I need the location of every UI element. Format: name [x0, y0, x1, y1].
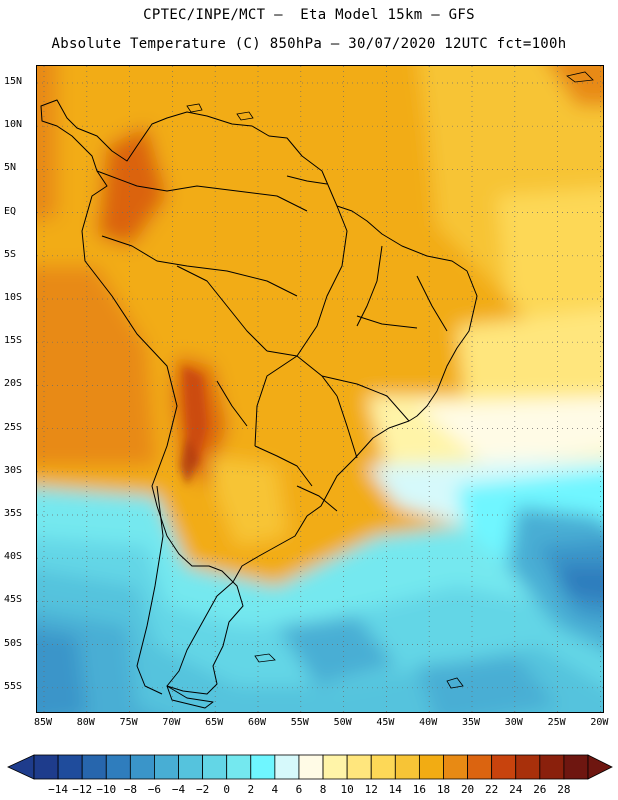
lat-tick-label: 5S — [4, 248, 17, 260]
lat-tick-label: 50S — [4, 637, 23, 649]
colorbar-tick-label: 14 — [388, 783, 402, 796]
colorbar-tick-label: −8 — [123, 783, 137, 796]
lat-tick-label: 55S — [4, 680, 23, 692]
colorbar-swatch — [491, 754, 517, 780]
colorbar-swatch — [322, 754, 348, 780]
colorbar-tick-label: −12 — [72, 783, 93, 796]
lat-tick-label: 10N — [4, 119, 23, 131]
colorbar-swatch — [154, 754, 179, 780]
colorbar-tick-label: 0 — [223, 783, 230, 796]
colorbar-tick-label: 24 — [509, 783, 523, 796]
lon-tick-label: 75W — [119, 717, 138, 728]
graticule — [37, 66, 603, 712]
colorbar-swatch — [226, 754, 252, 780]
temperature-field — [37, 66, 603, 712]
lon-tick-label: 85W — [33, 717, 53, 728]
temperature-colorbar — [7, 754, 613, 780]
colorbar-tick-label: 16 — [412, 783, 427, 796]
colorbar-tick-label: 22 — [485, 783, 499, 796]
colorbar-max-arrow — [587, 754, 613, 780]
colorbar-swatch — [418, 754, 444, 780]
colorbar-swatch — [563, 754, 589, 780]
colorbar-swatch — [515, 754, 541, 780]
colorbar-swatch — [298, 754, 324, 780]
colorbar-swatch — [178, 754, 204, 780]
colorbar-tick-label: 26 — [533, 783, 547, 796]
lat-tick-label: 35S — [4, 508, 23, 519]
lat-tick-label: 20S — [4, 378, 23, 390]
colorbar-swatch — [443, 754, 468, 780]
map-canvas — [37, 66, 603, 712]
lon-tick-label: 20W — [590, 717, 609, 728]
colorbar-tick-label: 28 — [557, 783, 571, 796]
colorbar-swatch — [202, 754, 228, 780]
colorbar-swatch — [33, 754, 59, 780]
lat-tick-label: 30S — [4, 464, 23, 476]
colorbar-swatch — [129, 754, 155, 780]
colorbar-swatch — [57, 754, 83, 780]
colorbar-tick-label: 18 — [436, 783, 451, 796]
colorbar-tick-label: 8 — [319, 783, 327, 796]
lon-tick-label: 55W — [290, 717, 309, 728]
lat-tick-label: 45S — [4, 594, 23, 606]
lon-tick-label: 50W — [333, 717, 352, 728]
colorbar-tick-label: −10 — [96, 783, 117, 796]
lon-tick-label: 60W — [247, 717, 267, 728]
colorbar-tick-label: −14 — [48, 783, 69, 796]
lat-tick-label: EQ — [4, 205, 17, 217]
lat-tick-label: 15S — [4, 335, 23, 347]
lon-tick-label: 65W — [205, 717, 224, 728]
colorbar-swatch — [274, 754, 300, 780]
colorbar-tick-label: 2 — [247, 783, 255, 796]
lon-tick-label: 35W — [461, 717, 481, 728]
lat-tick-label: 10S — [4, 292, 23, 303]
map-title-line1: CPTEC/INPE/MCT – Eta Model 15km – GFS — [143, 7, 475, 23]
colorbar-tick-label: −2 — [195, 783, 210, 796]
colorbar-swatch — [370, 754, 396, 780]
colorbar-min-arrow — [7, 754, 35, 780]
lat-tick-label: 5N — [4, 162, 17, 174]
colorbar-swatch — [81, 754, 107, 780]
map-title-line2: Absolute Temperature (C) 850hPa – 30/07/… — [51, 36, 567, 52]
colorbar-swatch — [250, 754, 276, 780]
colorbar-swatch — [467, 754, 493, 780]
colorbar-swatch — [105, 754, 131, 780]
colorbar-tick-label: 12 — [364, 783, 378, 796]
temperature-map — [36, 65, 604, 713]
islands — [186, 71, 594, 689]
colorbar-tick-label: 20 — [460, 783, 475, 796]
lon-tick-label: 30W — [504, 717, 523, 728]
lon-tick-label: 45W — [376, 717, 395, 728]
colorbar-tick-label: −4 — [171, 783, 186, 796]
colorbar-tick-label: 10 — [340, 783, 354, 796]
lon-tick-label: 25W — [547, 717, 566, 728]
lon-tick-label: 70W — [162, 717, 181, 728]
andes-ridge — [180, 366, 207, 486]
lat-tick-label: 25S — [4, 421, 23, 433]
colorbar-tick-label: 6 — [295, 783, 303, 796]
colorbar-swatch — [394, 754, 420, 780]
lon-tick-label: 80W — [76, 717, 95, 728]
lat-tick-label: 40S — [4, 551, 23, 563]
coastline — [40, 99, 478, 709]
colorbar-tick-label: −6 — [147, 783, 162, 796]
colorbar-swatch — [539, 754, 565, 780]
colorbar-swatch — [346, 754, 372, 780]
lon-tick-label: 40W — [419, 717, 438, 728]
colorbar-tick-label: 4 — [271, 783, 279, 796]
lat-tick-label: 15N — [4, 76, 23, 87]
